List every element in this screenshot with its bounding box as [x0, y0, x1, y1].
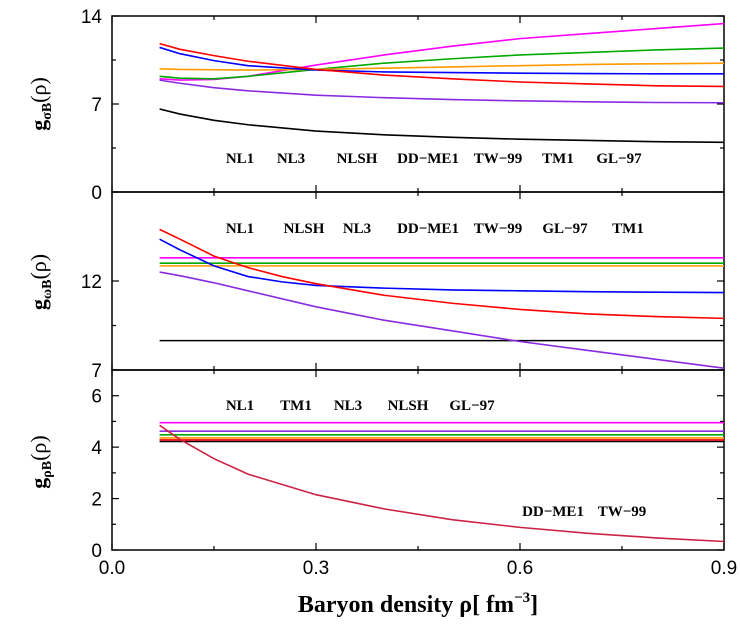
- key-label-bottom-0: NL1: [226, 398, 254, 414]
- y-tick-label-bottom-3: 6: [91, 387, 102, 408]
- series-top-gl-97: [159, 42, 725, 88]
- y-tick-label-top-2: 14: [81, 7, 103, 28]
- x-tick-label-3: 0.9: [711, 558, 737, 579]
- middle-panel-ylabel: gωB(ρ): [26, 254, 55, 310]
- key-label-bottom-3: NLSH: [388, 398, 429, 414]
- series-top-nlsh: [159, 47, 725, 80]
- key-label-middle-4: TW−99: [474, 221, 523, 237]
- key-label-lower-1: TW−99: [598, 504, 647, 520]
- bottom-panel-frame: [111, 369, 725, 551]
- series-top-nl1: [159, 108, 725, 144]
- key-label-top-1: NL3: [277, 151, 305, 167]
- key-label-middle-2: NL3: [343, 221, 371, 237]
- top-panel-ylabel: gσB(ρ): [26, 77, 55, 131]
- series-middle-gl-97: [159, 228, 725, 320]
- key-label-middle-5: GL−97: [542, 221, 588, 237]
- series-top-tw-99: [159, 46, 724, 75]
- series-middle-tw-99: [159, 238, 725, 294]
- series-bottom-lower_dd_tw: [159, 424, 725, 543]
- key-label-middle-6: TM1: [612, 221, 644, 237]
- y-tick-label-middle-0: 7: [91, 361, 102, 382]
- tick-labels: 0 7 14 7 12 0 2 4 6 0.0 0.3 0.6 0.9: [81, 7, 737, 579]
- x-tick-label-1: 0.3: [303, 558, 329, 579]
- key-label-top-3: DD−ME1: [397, 151, 459, 167]
- key-label-middle-0: NL1: [226, 221, 254, 237]
- curves: [159, 22, 725, 543]
- x-axis-label: Baryon density ρ[ fm−3]: [298, 590, 538, 618]
- x-tick-label-2: 0.6: [507, 558, 533, 579]
- key-label-top-4: TW−99: [474, 151, 523, 167]
- y-tick-label-top-1: 7: [91, 95, 102, 116]
- y-tick-label-top-0: 0: [91, 183, 102, 204]
- key-label-bottom-2: NL3: [334, 398, 362, 414]
- key-label-bottom-1: TM1: [280, 398, 312, 414]
- y-tick-label-bottom-2: 4: [91, 438, 102, 459]
- key-labels: NL1 NL3 NLSH DD−ME1 TW−99 TM1 GL−97 NL1 NLSH NL3 D…: [226, 151, 646, 520]
- key-label-top-0: NL1: [226, 151, 254, 167]
- key-label-lower-0: DD−ME1: [522, 504, 584, 520]
- series-top-nl3: [159, 22, 725, 81]
- key-label-middle-3: DD−ME1: [397, 221, 459, 237]
- key-label-top-2: NLSH: [337, 151, 378, 167]
- series-top-dd-me1: [159, 62, 725, 71]
- x-tick-label-0: 0.0: [99, 558, 125, 579]
- y-tick-label-bottom-1: 2: [91, 490, 102, 511]
- key-label-middle-1: NLSH: [284, 221, 325, 237]
- key-label-bottom-4: GL−97: [449, 398, 495, 414]
- series-middle-tm1: [159, 271, 725, 370]
- axis-ticks: [111, 15, 725, 551]
- y-tick-label-middle-1: 12: [81, 272, 102, 293]
- key-label-top-6: GL−97: [596, 151, 642, 167]
- bottom-panel-ylabel: gρB(ρ): [26, 435, 55, 488]
- y-tick-label-bottom-0: 0: [91, 541, 102, 562]
- series-top-tm1: [159, 79, 725, 104]
- key-label-top-5: TM1: [542, 151, 574, 167]
